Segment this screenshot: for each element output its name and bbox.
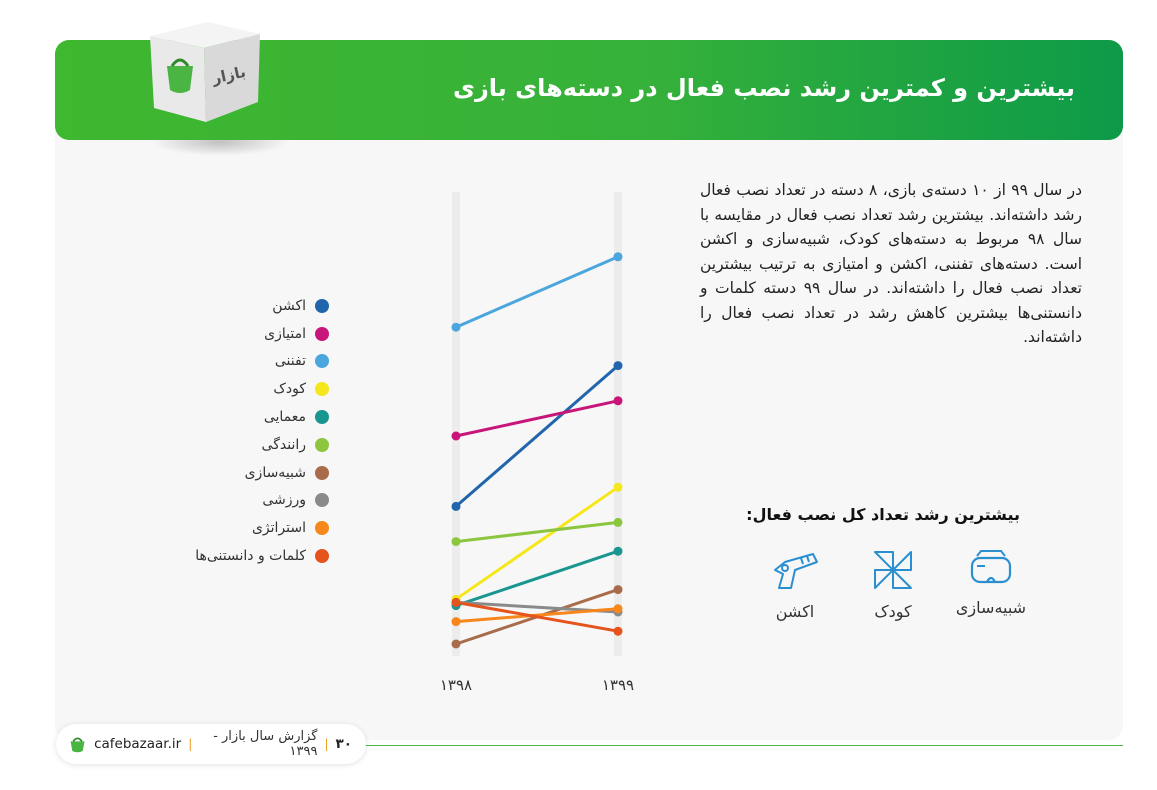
legend-item: شبیه‌سازی xyxy=(195,459,329,487)
legend-label: اکشن xyxy=(272,297,306,314)
data-point xyxy=(451,617,461,627)
data-point xyxy=(451,537,461,547)
pinwheel-icon xyxy=(874,551,912,589)
legend-swatch xyxy=(315,549,329,564)
legend-swatch xyxy=(315,465,329,480)
data-point xyxy=(613,626,623,636)
legend-item: معمایی xyxy=(195,403,329,431)
legend-label: رانندگی xyxy=(261,436,306,453)
data-point xyxy=(613,604,623,614)
series-line xyxy=(454,255,620,329)
footer-rule xyxy=(360,745,1123,746)
footer-separator: | xyxy=(324,737,329,751)
x-tick-label: ۱۳۹۸ xyxy=(440,676,472,694)
legend-label: تفننی xyxy=(274,353,306,370)
legend-swatch xyxy=(315,382,329,397)
footer-site[interactable]: cafebazaar.ir xyxy=(94,736,182,752)
description-paragraph: در سال ۹۹ از ۱۰ دسته‌ی بازی، ۸ دسته در ت… xyxy=(700,181,1082,346)
legend-label: شبیه‌سازی xyxy=(244,464,306,481)
toy-gun-icon xyxy=(774,553,818,589)
top-growth-item-kids: کودک xyxy=(848,548,938,621)
top-growth-item-action: اکشن xyxy=(750,548,840,621)
top-growth-label: شبیه‌سازی xyxy=(955,598,1027,617)
legend-swatch xyxy=(315,326,329,341)
x-tick-label: ۱۳۹۹ xyxy=(602,676,634,694)
data-point xyxy=(613,361,623,371)
data-point xyxy=(451,501,461,511)
legend-item: استراتژی xyxy=(195,514,329,542)
legend-item: کلمات و دانستنی‌ها xyxy=(195,542,329,570)
data-point xyxy=(613,517,623,527)
legend-swatch xyxy=(315,410,329,425)
legend-label: کلمات و دانستنی‌ها xyxy=(195,548,306,565)
legend-swatch xyxy=(315,521,329,536)
top-growth-title: بیشترین رشد تعداد کل نصب فعال: xyxy=(746,505,1020,524)
data-point xyxy=(451,322,461,332)
series-line xyxy=(454,600,620,633)
data-point xyxy=(613,482,623,492)
series-line xyxy=(454,364,620,508)
series-line xyxy=(454,399,620,438)
legend-item: رانندگی xyxy=(195,431,329,459)
footer-separator: | xyxy=(188,737,193,751)
legend-item: ورزشی xyxy=(195,487,329,515)
chart-legend: اکشن امتیازی تفننی کودک معمایی رانندگی ش… xyxy=(195,292,329,570)
legend-label: استراتژی xyxy=(251,520,306,537)
data-point xyxy=(451,597,461,607)
series-line xyxy=(454,607,620,624)
legend-label: ورزشی xyxy=(262,492,306,509)
footer-pill: cafebazaar.ir | گزارش سال بازار - ۱۳۹۹ |… xyxy=(56,724,366,764)
data-point xyxy=(451,639,461,649)
legend-item: امتیازی xyxy=(195,320,329,348)
vr-goggles-icon xyxy=(970,550,1012,584)
legend-swatch xyxy=(315,493,329,508)
axis-band-1398 xyxy=(452,192,460,656)
data-point xyxy=(451,431,461,441)
legend-swatch xyxy=(315,298,329,313)
legend-item: اکشن xyxy=(195,292,329,320)
data-point xyxy=(613,252,623,262)
legend-label: معمایی xyxy=(263,409,306,426)
data-point xyxy=(613,585,623,595)
series-line xyxy=(454,520,620,544)
top-growth-label: اکشن xyxy=(775,602,815,621)
legend-swatch xyxy=(315,354,329,369)
series-line xyxy=(454,549,620,608)
slope-chart: ۱۳۹۸ ۱۳۹۹ xyxy=(440,192,634,694)
data-point xyxy=(613,396,623,406)
footer-report-label: گزارش سال بازار - ۱۳۹۹ xyxy=(213,729,318,759)
footer-page-number: ۳۰ xyxy=(335,736,352,752)
bazaar-bag-icon xyxy=(167,58,193,93)
top-growth-label: کودک xyxy=(874,602,912,621)
series-line xyxy=(454,485,620,601)
axis-band-1399 xyxy=(614,192,622,656)
data-point xyxy=(613,546,623,556)
legend-item: کودک xyxy=(195,375,329,403)
legend-label: کودک xyxy=(273,381,306,398)
bazaar-box-logo: بازار xyxy=(150,22,260,122)
legend-label: امتیازی xyxy=(264,325,306,342)
legend-item: تفننی xyxy=(195,348,329,376)
top-growth-item-simulation: شبیه‌سازی xyxy=(946,548,1036,617)
page-title: بیشترین و کمترین رشد نصب فعال در دسته‌ها… xyxy=(452,74,1075,102)
legend-swatch xyxy=(315,437,329,452)
bazaar-bag-icon xyxy=(70,737,85,753)
